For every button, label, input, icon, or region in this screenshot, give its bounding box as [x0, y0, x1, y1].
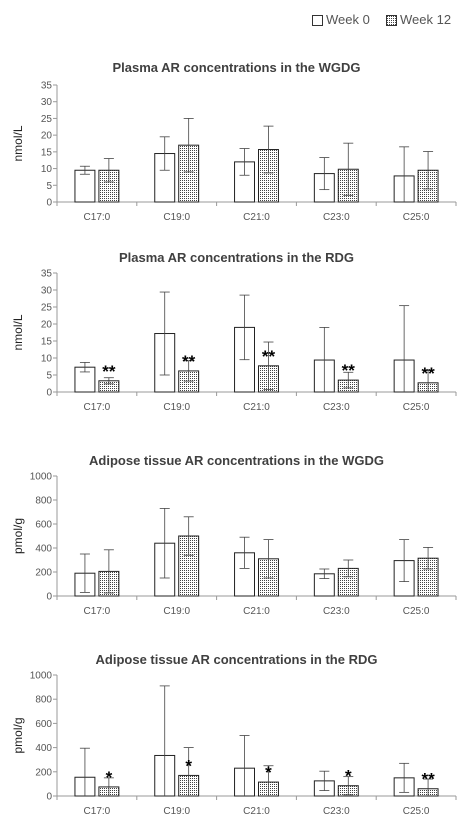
chart-0-ytick-label-6: 30 [41, 97, 53, 108]
chart-1-ytick-label-5: 25 [41, 303, 53, 314]
chart-1-category-label-3: C23:0 [323, 402, 350, 413]
chart-1-ytick-label-1: 5 [46, 371, 52, 382]
chart-3-ytick-label-5: 1000 [30, 671, 53, 682]
chart-0-ytick-label-5: 25 [41, 114, 53, 125]
chart-3-ytick-label-0: 0 [46, 792, 52, 803]
chart-3-significance-2: * [265, 763, 272, 782]
chart-0-ytick-label-7: 35 [41, 81, 53, 92]
chart-0-category-label-3: C23:0 [323, 212, 350, 223]
chart-1-category-label-2: C21:0 [243, 402, 270, 413]
chart-0-category-label-2: C21:0 [243, 212, 270, 223]
chart-2-ylabel: pmol/g [11, 518, 25, 554]
legend-swatch-week12 [386, 15, 397, 26]
chart-2-category-label-0: C17:0 [84, 606, 111, 617]
chart-1-significance-0: ** [102, 362, 116, 381]
chart-1-category-label-1: C19:0 [163, 402, 190, 413]
chart-3-ytick-label-3: 600 [35, 719, 52, 730]
chart-2-category-label-4: C25:0 [403, 606, 430, 617]
chart-1-significance-2: ** [262, 347, 276, 366]
chart-3-significance-1: * [185, 756, 192, 775]
chart-1-significance-1: ** [182, 352, 196, 371]
chart-1-ytick-label-7: 35 [41, 269, 53, 280]
chart-3-category-label-1: C19:0 [163, 806, 190, 817]
chart-1-category-label-4: C25:0 [403, 402, 430, 413]
chart-0-bar-s0-c0 [74, 169, 96, 203]
chart-3-category-label-4: C25:0 [403, 806, 430, 817]
chart-0-ylabel: nmol/L [11, 125, 25, 161]
chart-2-ytick-label-4: 800 [35, 496, 52, 507]
chart-1-significance-3: ** [342, 361, 356, 380]
chart-1-ytick-label-3: 15 [41, 337, 53, 348]
chart-1-ytick-label-0: 0 [46, 388, 52, 399]
chart-1-ytick-label-6: 30 [41, 286, 53, 297]
legend-label-week0: Week 0 [326, 12, 370, 27]
chart-3-ytick-label-2: 400 [35, 743, 52, 754]
chart-1-ytick-label-2: 10 [41, 354, 53, 365]
chart-3-title: Adipose tissue AR concentrations in the … [96, 652, 378, 667]
chart-0-category-label-0: C17:0 [84, 212, 111, 223]
chart-3-significance-0: * [106, 768, 113, 787]
chart-2-ytick-label-2: 400 [35, 544, 52, 555]
legend-label-week12: Week 12 [400, 12, 452, 27]
chart-2-ytick-label-3: 600 [35, 520, 52, 531]
chart-0-ytick-label-1: 5 [46, 181, 52, 192]
chart-3-significance-4: ** [421, 770, 435, 789]
chart-0-ytick-label-3: 15 [41, 147, 53, 158]
chart-3-category-label-2: C21:0 [243, 806, 270, 817]
chart-1-title: Plasma AR concentrations in the RDG [119, 250, 354, 265]
chart-3-ytick-label-1: 200 [35, 767, 52, 778]
chart-1-category-label-0: C17:0 [84, 402, 111, 413]
chart-2-category-label-1: C19:0 [163, 606, 190, 617]
chart-0-ytick-label-2: 10 [41, 164, 53, 175]
chart-2-ytick-label-5: 1000 [30, 472, 53, 483]
chart-0-category-label-1: C19:0 [163, 212, 190, 223]
chart-3-category-label-3: C23:0 [323, 806, 350, 817]
chart-1-significance-4: ** [421, 364, 435, 383]
chart-0-ytick-label-4: 20 [41, 131, 53, 142]
legend: Week 0 Week 12 [312, 12, 462, 30]
chart-2-title: Adipose tissue AR concentrations in the … [89, 453, 384, 468]
legend-swatch-week0 [312, 15, 323, 26]
chart-2-ytick-label-0: 0 [46, 592, 52, 603]
chart-2-ytick-label-1: 200 [35, 568, 52, 579]
chart-1-ytick-label-4: 20 [41, 320, 53, 331]
chart-3-category-label-0: C17:0 [84, 806, 111, 817]
chart-0-title: Plasma AR concentrations in the WGDG [112, 60, 360, 75]
chart-1-ylabel: nmol/L [11, 314, 25, 350]
chart-2-category-label-3: C23:0 [323, 606, 350, 617]
chart-3-ytick-label-4: 800 [35, 695, 52, 706]
chart-0-category-label-4: C25:0 [403, 212, 430, 223]
chart-0-ytick-label-0: 0 [46, 198, 52, 209]
chart-3-ylabel: pmol/g [11, 717, 25, 753]
chart-3-significance-3: * [345, 767, 352, 786]
chart-2-category-label-2: C21:0 [243, 606, 270, 617]
